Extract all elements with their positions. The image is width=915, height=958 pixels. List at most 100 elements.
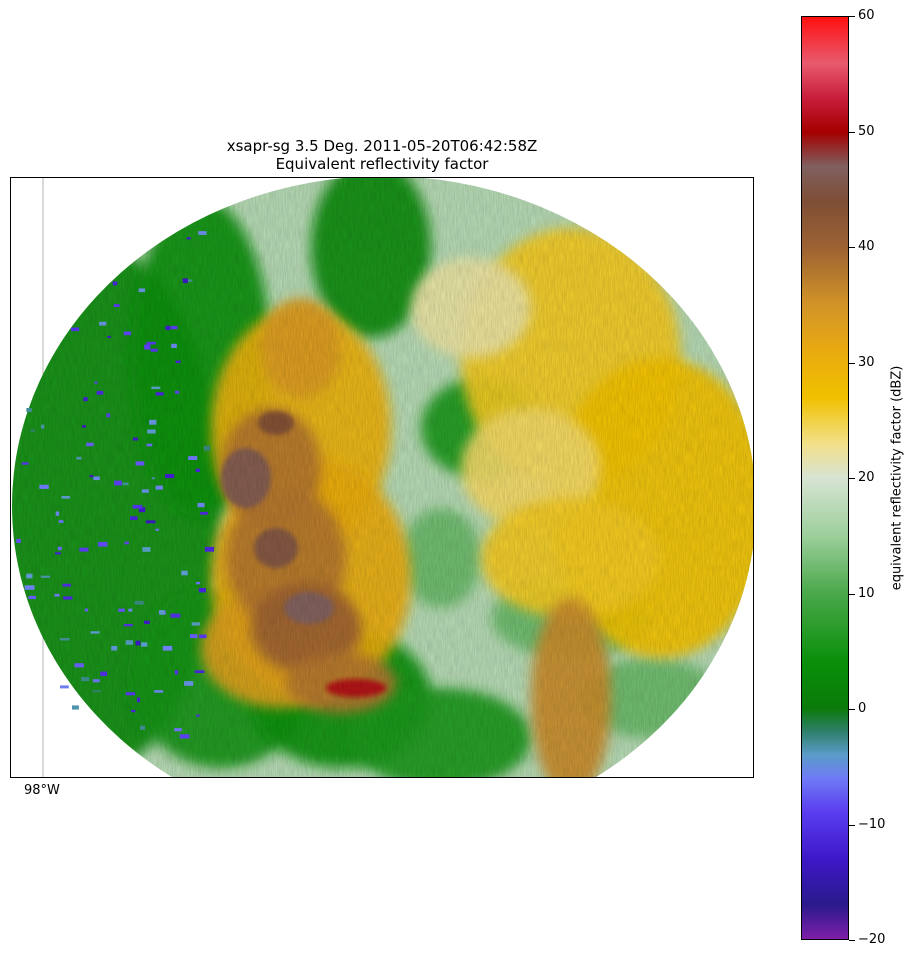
- speckle-echo: [81, 677, 90, 682]
- speckle-echo: [16, 538, 21, 543]
- speckle-echo: [55, 511, 60, 516]
- colorbar-tick-label: −10: [858, 816, 886, 832]
- speckle-echo: [171, 343, 177, 348]
- speckle-echo: [204, 546, 214, 552]
- speckle-echo: [21, 462, 29, 465]
- speckle-echo: [190, 634, 198, 639]
- speckle-echo: [123, 331, 132, 336]
- colorbar-tick: [849, 16, 855, 17]
- speckle-echo: [196, 581, 201, 585]
- speckle-echo: [135, 461, 145, 466]
- speckle-echo: [125, 692, 136, 696]
- speckle-echo: [132, 437, 138, 441]
- speckle-echo: [41, 424, 45, 429]
- speckle-echo: [89, 475, 94, 478]
- speckle-echo: [99, 321, 107, 326]
- speckle-echo: [72, 705, 79, 710]
- speckle-echo: [39, 484, 49, 489]
- colorbar-tick: [849, 362, 855, 364]
- speckle-echo: [59, 638, 70, 641]
- echo-texture: [12, 178, 753, 777]
- speckle-echo: [106, 413, 111, 418]
- speckle-echo: [30, 429, 35, 432]
- speckle-echo: [58, 520, 64, 523]
- speckle-echo: [200, 511, 208, 515]
- speckle-echo: [79, 547, 89, 552]
- speckle-echo: [100, 671, 108, 677]
- speckle-echo: [86, 442, 94, 447]
- speckle-echo: [146, 443, 153, 447]
- speckle-echo: [82, 425, 86, 428]
- speckle-echo: [132, 504, 143, 509]
- colorbar-tick: [849, 131, 855, 133]
- speckle-echo: [165, 474, 175, 479]
- speckle-echo: [71, 327, 80, 332]
- speckle-echo: [140, 725, 146, 730]
- speckle-echo: [194, 670, 205, 674]
- speckle-echo: [141, 489, 149, 493]
- speckle-echo: [182, 278, 188, 284]
- colorbar-tick-label: 30: [858, 354, 875, 370]
- speckle-echo: [61, 496, 70, 499]
- speckle-echo: [107, 335, 111, 338]
- colorbar-tick-label: 60: [858, 8, 875, 23]
- speckle-echo: [40, 575, 51, 578]
- colorbar-tick: [849, 247, 855, 248]
- speckle-echo: [94, 381, 98, 384]
- speckle-echo: [151, 386, 161, 390]
- speckle-echo: [131, 709, 136, 713]
- speckle-echo: [144, 344, 151, 350]
- speckle-echo: [181, 570, 188, 576]
- speckle-echo: [93, 476, 100, 481]
- speckle-echo: [28, 595, 36, 600]
- speckle-echo: [113, 304, 120, 307]
- speckle-echo: [197, 502, 205, 508]
- speckle-echo: [175, 360, 181, 363]
- speckle-echo: [203, 445, 211, 451]
- colorbar-tick-label: 20: [858, 470, 875, 485]
- x-tick-label: 98°W: [24, 783, 60, 798]
- speckle-echo: [111, 645, 118, 651]
- speckle-echo: [155, 392, 164, 396]
- speckle-echo: [147, 429, 156, 434]
- speckle-echo: [135, 640, 141, 646]
- colorbar-tick-label: 50: [858, 123, 875, 139]
- speckle-echo: [198, 588, 206, 593]
- colorbar-tick: [849, 593, 855, 595]
- speckle-echo: [137, 697, 141, 703]
- speckle-echo: [98, 541, 108, 547]
- speckle-echo: [124, 541, 129, 545]
- speckle-echo: [96, 390, 104, 395]
- speckle-echo: [90, 631, 100, 634]
- speckle-echo: [146, 341, 156, 345]
- speckle-echo: [159, 610, 165, 615]
- speckle-echo: [130, 516, 138, 520]
- speckle-echo: [55, 552, 61, 555]
- speckle-echo: [141, 642, 148, 647]
- speckle-echo: [142, 547, 151, 552]
- speckle-echo: [179, 734, 190, 739]
- speckle-echo: [118, 608, 125, 612]
- speckle-echo: [174, 728, 182, 732]
- speckle-echo: [195, 468, 200, 472]
- speckle-echo: [196, 714, 200, 717]
- speckle-echo: [62, 583, 71, 587]
- reflectivity-field: [12, 178, 753, 777]
- speckle-echo: [198, 231, 207, 235]
- speckle-echo: [165, 325, 171, 331]
- speckle-echo: [92, 690, 101, 693]
- colorbar-tick: [849, 940, 855, 941]
- colorbar-tick: [849, 478, 855, 479]
- chart-subtitle: Equivalent reflectivity factor: [275, 155, 489, 173]
- speckle-echo: [144, 620, 150, 624]
- speckle-echo: [92, 679, 100, 683]
- speckle-echo: [57, 546, 62, 551]
- speckle-echo: [76, 456, 82, 460]
- speckle-echo: [134, 600, 144, 605]
- colorbar-tick: [849, 824, 855, 826]
- speckle-echo: [155, 528, 160, 531]
- speckle-echo: [149, 419, 157, 425]
- colorbar: [801, 16, 849, 940]
- speckle-echo: [170, 325, 178, 330]
- speckle-echo: [60, 685, 69, 689]
